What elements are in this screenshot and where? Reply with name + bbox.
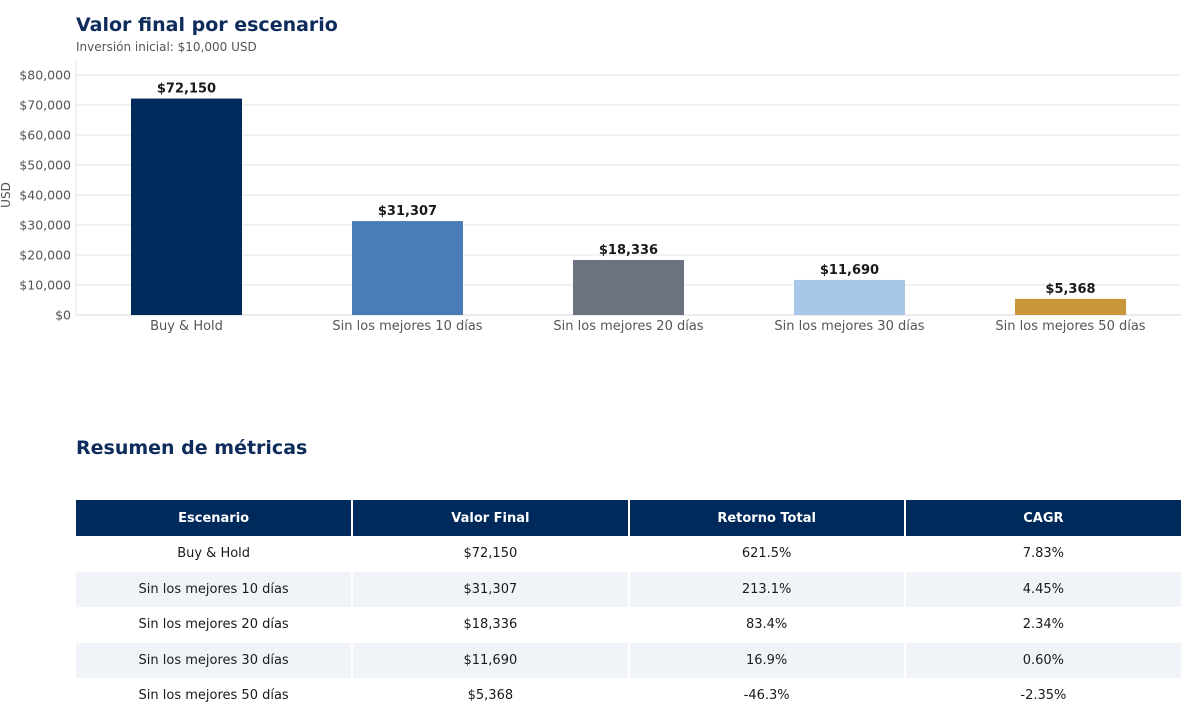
header-escenario: Escenario xyxy=(76,500,354,536)
cell-cagr: 7.83% xyxy=(904,536,1181,572)
cell-cagr: 2.34% xyxy=(904,607,1181,643)
cell-cagr: -2.35% xyxy=(904,678,1181,714)
data-label: $72,150 xyxy=(157,82,216,97)
data-label: $11,690 xyxy=(820,263,879,278)
cell-escenario: Sin los mejores 20 días xyxy=(76,607,354,643)
header-cagr: CAGR xyxy=(904,500,1181,536)
x-tick-label: Sin los mejores 10 días xyxy=(332,319,482,334)
chart-title: Valor final por escenario xyxy=(76,14,338,36)
table-row: Sin los mejores 30 días $11,690 16.9% 0.… xyxy=(76,642,1181,678)
cell-valor-final: $31,307 xyxy=(352,571,630,607)
bar xyxy=(1015,298,1126,315)
x-tick-label: Buy & Hold xyxy=(150,319,223,334)
cell-retorno-total: 621.5% xyxy=(628,536,906,572)
table-row: Buy & Hold $72,150 621.5% 7.83% xyxy=(76,536,1181,572)
bar xyxy=(573,259,684,315)
cell-valor-final: $11,690 xyxy=(352,642,630,678)
y-tick-label: $70,000 xyxy=(19,98,71,113)
cell-escenario: Sin los mejores 50 días xyxy=(76,678,354,714)
cell-retorno-total: 83.4% xyxy=(628,607,906,643)
cell-retorno-total: 213.1% xyxy=(628,571,906,607)
y-tick-label: $20,000 xyxy=(19,248,71,263)
header-retorno-total: Retorno Total xyxy=(628,500,906,536)
cell-cagr: 0.60% xyxy=(904,642,1181,678)
y-tick-label: $40,000 xyxy=(19,188,71,203)
data-label: $31,307 xyxy=(378,204,437,219)
x-tick-label: Sin los mejores 50 días xyxy=(995,319,1145,334)
y-tick-label: $30,000 xyxy=(19,218,71,233)
cell-escenario: Sin los mejores 10 días xyxy=(76,571,354,607)
data-label: $18,336 xyxy=(599,243,658,258)
table-row: Sin los mejores 20 días $18,336 83.4% 2.… xyxy=(76,607,1181,643)
y-tick-label: $10,000 xyxy=(19,278,71,293)
chart-subtitle: Inversión inicial: $10,000 USD xyxy=(76,40,257,54)
table-row: Sin los mejores 50 días $5,368 -46.3% -2… xyxy=(76,678,1181,714)
bar xyxy=(352,221,463,315)
bar xyxy=(794,279,905,315)
y-tick-label: $50,000 xyxy=(19,158,71,173)
table-row: Sin los mejores 10 días $31,307 213.1% 4… xyxy=(76,571,1181,607)
table-header-row: Escenario Valor Final Retorno Total CAGR xyxy=(76,500,1181,536)
header-valor-final: Valor Final xyxy=(352,500,630,536)
cell-escenario: Sin los mejores 30 días xyxy=(76,642,354,678)
data-label: $5,368 xyxy=(1045,282,1095,297)
metrics-table: Escenario Valor Final Retorno Total CAGR… xyxy=(76,500,1181,714)
y-tick-label: $60,000 xyxy=(19,128,71,143)
cell-valor-final: $18,336 xyxy=(352,607,630,643)
cell-retorno-total: -46.3% xyxy=(628,678,906,714)
cell-cagr: 4.45% xyxy=(904,571,1181,607)
bar-chart: $0 $10,000 $20,000 $30,000 $40,000 $50,000 $60… xyxy=(0,60,1181,334)
y-axis-label: USD xyxy=(0,182,13,208)
cell-escenario: Buy & Hold xyxy=(76,536,354,572)
y-tick-label: $0 xyxy=(55,308,71,323)
x-tick-label: Sin los mejores 30 días xyxy=(774,319,924,334)
table-title: Resumen de métricas xyxy=(76,437,308,459)
cell-retorno-total: 16.9% xyxy=(628,642,906,678)
y-tick-label: $80,000 xyxy=(19,68,71,83)
bar xyxy=(131,98,242,315)
x-tick-label: Sin los mejores 20 días xyxy=(553,319,703,334)
cell-valor-final: $72,150 xyxy=(352,536,630,572)
cell-valor-final: $5,368 xyxy=(352,678,630,714)
